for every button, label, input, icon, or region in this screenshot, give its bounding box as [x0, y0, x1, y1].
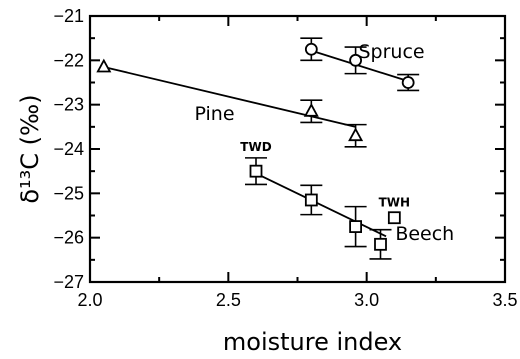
y-tick-label: −23	[53, 95, 84, 115]
y-tick-label: −21	[53, 6, 84, 26]
pine-trend-line	[103, 66, 356, 128]
beech-point	[304, 193, 318, 207]
beech-point	[349, 220, 363, 233]
y-tick-label: −26	[53, 228, 84, 248]
twh-annotation: TWH	[379, 196, 410, 210]
data-points	[96, 42, 415, 251]
beech-series-label: Beech	[395, 223, 454, 245]
spruce-trend-line	[311, 49, 409, 83]
beech-point	[374, 237, 387, 251]
y-tick-label: −24	[53, 139, 84, 159]
trend-lines	[103, 49, 409, 238]
chart-labels: Spruce Pine Beech TWD TWH	[194, 41, 454, 245]
y-tick-label: −27	[53, 272, 84, 292]
spruce-point	[349, 53, 363, 67]
y-axis-label: δ¹³C (‰)	[16, 94, 44, 203]
twd-annotation: TWD	[240, 140, 271, 154]
spruce-point	[304, 42, 318, 56]
beech-point	[249, 164, 263, 178]
pine-point	[348, 127, 364, 142]
x-tick-label: 2.5	[216, 290, 241, 310]
y-tick-label: −22	[53, 50, 84, 70]
x-axis-label: moisture index	[223, 328, 402, 356]
axes: −27 −26 −25 −24 −23 −22 −21 2.0 2.5 3.0 3.5 moistur…	[16, 6, 518, 356]
beech-trend-line	[255, 172, 387, 238]
spruce-series-label: Spruce	[359, 41, 425, 63]
x-tick-label: 3.5	[492, 290, 517, 310]
x-tick-label: 3.0	[354, 290, 379, 310]
beech-point	[387, 211, 401, 225]
pine-series-label: Pine	[194, 103, 234, 125]
pine-point	[96, 58, 112, 73]
pine-point	[303, 102, 319, 117]
y-tick-label: −25	[53, 183, 84, 203]
x-tick-label: 2.0	[77, 290, 102, 310]
spruce-point	[401, 76, 415, 89]
